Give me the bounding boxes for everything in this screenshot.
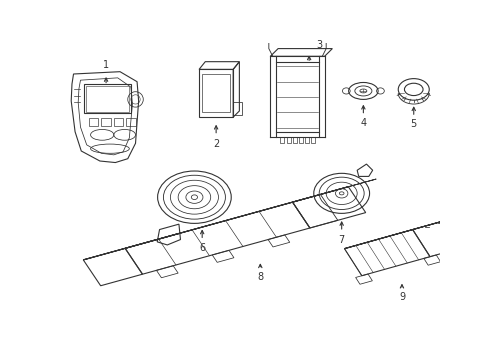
Bar bbox=[299, 137, 302, 143]
Text: 5: 5 bbox=[410, 120, 416, 130]
Text: 3: 3 bbox=[315, 40, 322, 50]
Bar bbox=[280, 137, 284, 143]
Text: 7: 7 bbox=[338, 235, 344, 245]
Text: 1: 1 bbox=[103, 60, 109, 70]
Bar bbox=[286, 137, 290, 143]
Bar bbox=[89, 118, 98, 126]
Bar bbox=[126, 118, 135, 126]
Text: 4: 4 bbox=[360, 118, 366, 128]
Bar bbox=[305, 137, 308, 143]
Text: 6: 6 bbox=[199, 243, 205, 253]
Bar bbox=[84, 84, 131, 113]
Bar bbox=[233, 103, 242, 115]
Text: 2: 2 bbox=[213, 139, 219, 149]
Bar bbox=[202, 74, 230, 112]
Text: 9: 9 bbox=[398, 292, 404, 302]
Bar bbox=[311, 137, 315, 143]
Text: 8: 8 bbox=[257, 272, 263, 282]
Bar bbox=[101, 118, 110, 126]
Bar bbox=[199, 69, 233, 117]
Bar bbox=[114, 118, 123, 126]
Bar bbox=[292, 137, 296, 143]
Bar bbox=[86, 86, 129, 112]
